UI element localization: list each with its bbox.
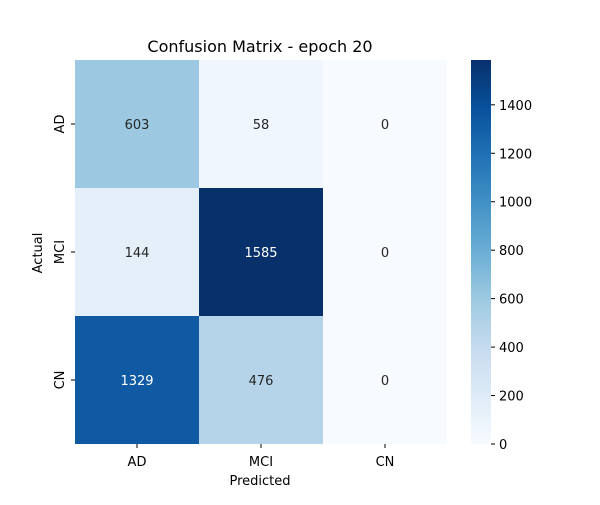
colorbar-tick-label: 0 — [499, 438, 507, 453]
heatmap-cell — [323, 316, 447, 444]
heatmap-cell — [323, 188, 447, 316]
colorbar-tick-label: 1000 — [499, 196, 532, 211]
heatmap-cell — [199, 188, 323, 316]
colorbar-tick-label: 400 — [499, 341, 524, 356]
cell-value-label: 476 — [249, 374, 274, 389]
colorbar-ticks: 0 200 400 600 800 1000 1200 1400 — [491, 99, 532, 453]
heatmap-cell — [323, 60, 447, 188]
cell-value-label: 144 — [125, 246, 150, 261]
cell-value-label: 0 — [381, 118, 389, 133]
y-axis-label: Actual — [31, 233, 46, 274]
heatmap-cells: 603 58 0 144 1585 0 1329 476 0 — [75, 60, 447, 444]
y-tick-label: AD — [53, 115, 68, 134]
cell-value-label: 1585 — [244, 246, 277, 261]
heatmap-cell — [75, 188, 199, 316]
y-tick-label: MCI — [53, 240, 68, 264]
colorbar — [471, 60, 491, 444]
heatmap-cell — [199, 60, 323, 188]
heatmap-cell — [75, 60, 199, 188]
x-tick-label: CN — [376, 455, 395, 470]
x-tick-label: MCI — [249, 455, 273, 470]
x-axis-label: Predicted — [229, 474, 290, 489]
colorbar-tick-label: 200 — [499, 390, 524, 405]
colorbar-tick-label: 800 — [499, 244, 524, 259]
cell-value-label: 603 — [125, 118, 150, 133]
x-axis: AD MCI CN — [128, 444, 395, 470]
cell-value-label: 1329 — [120, 374, 153, 389]
heatmap-cell — [75, 316, 199, 444]
colorbar-tick-label: 600 — [499, 293, 524, 308]
heatmap-cell — [199, 316, 323, 444]
colorbar-tick-label: 1200 — [499, 147, 532, 162]
colorbar-tick-label: 1400 — [499, 99, 532, 114]
chart-title: Confusion Matrix - epoch 20 — [147, 37, 372, 56]
cell-value-label: 58 — [253, 118, 270, 133]
y-tick-label: CN — [53, 371, 68, 390]
y-axis: AD MCI CN — [53, 115, 75, 390]
x-tick-label: AD — [128, 455, 147, 470]
cell-value-label: 0 — [381, 374, 389, 389]
cell-value-label: 0 — [381, 246, 389, 261]
